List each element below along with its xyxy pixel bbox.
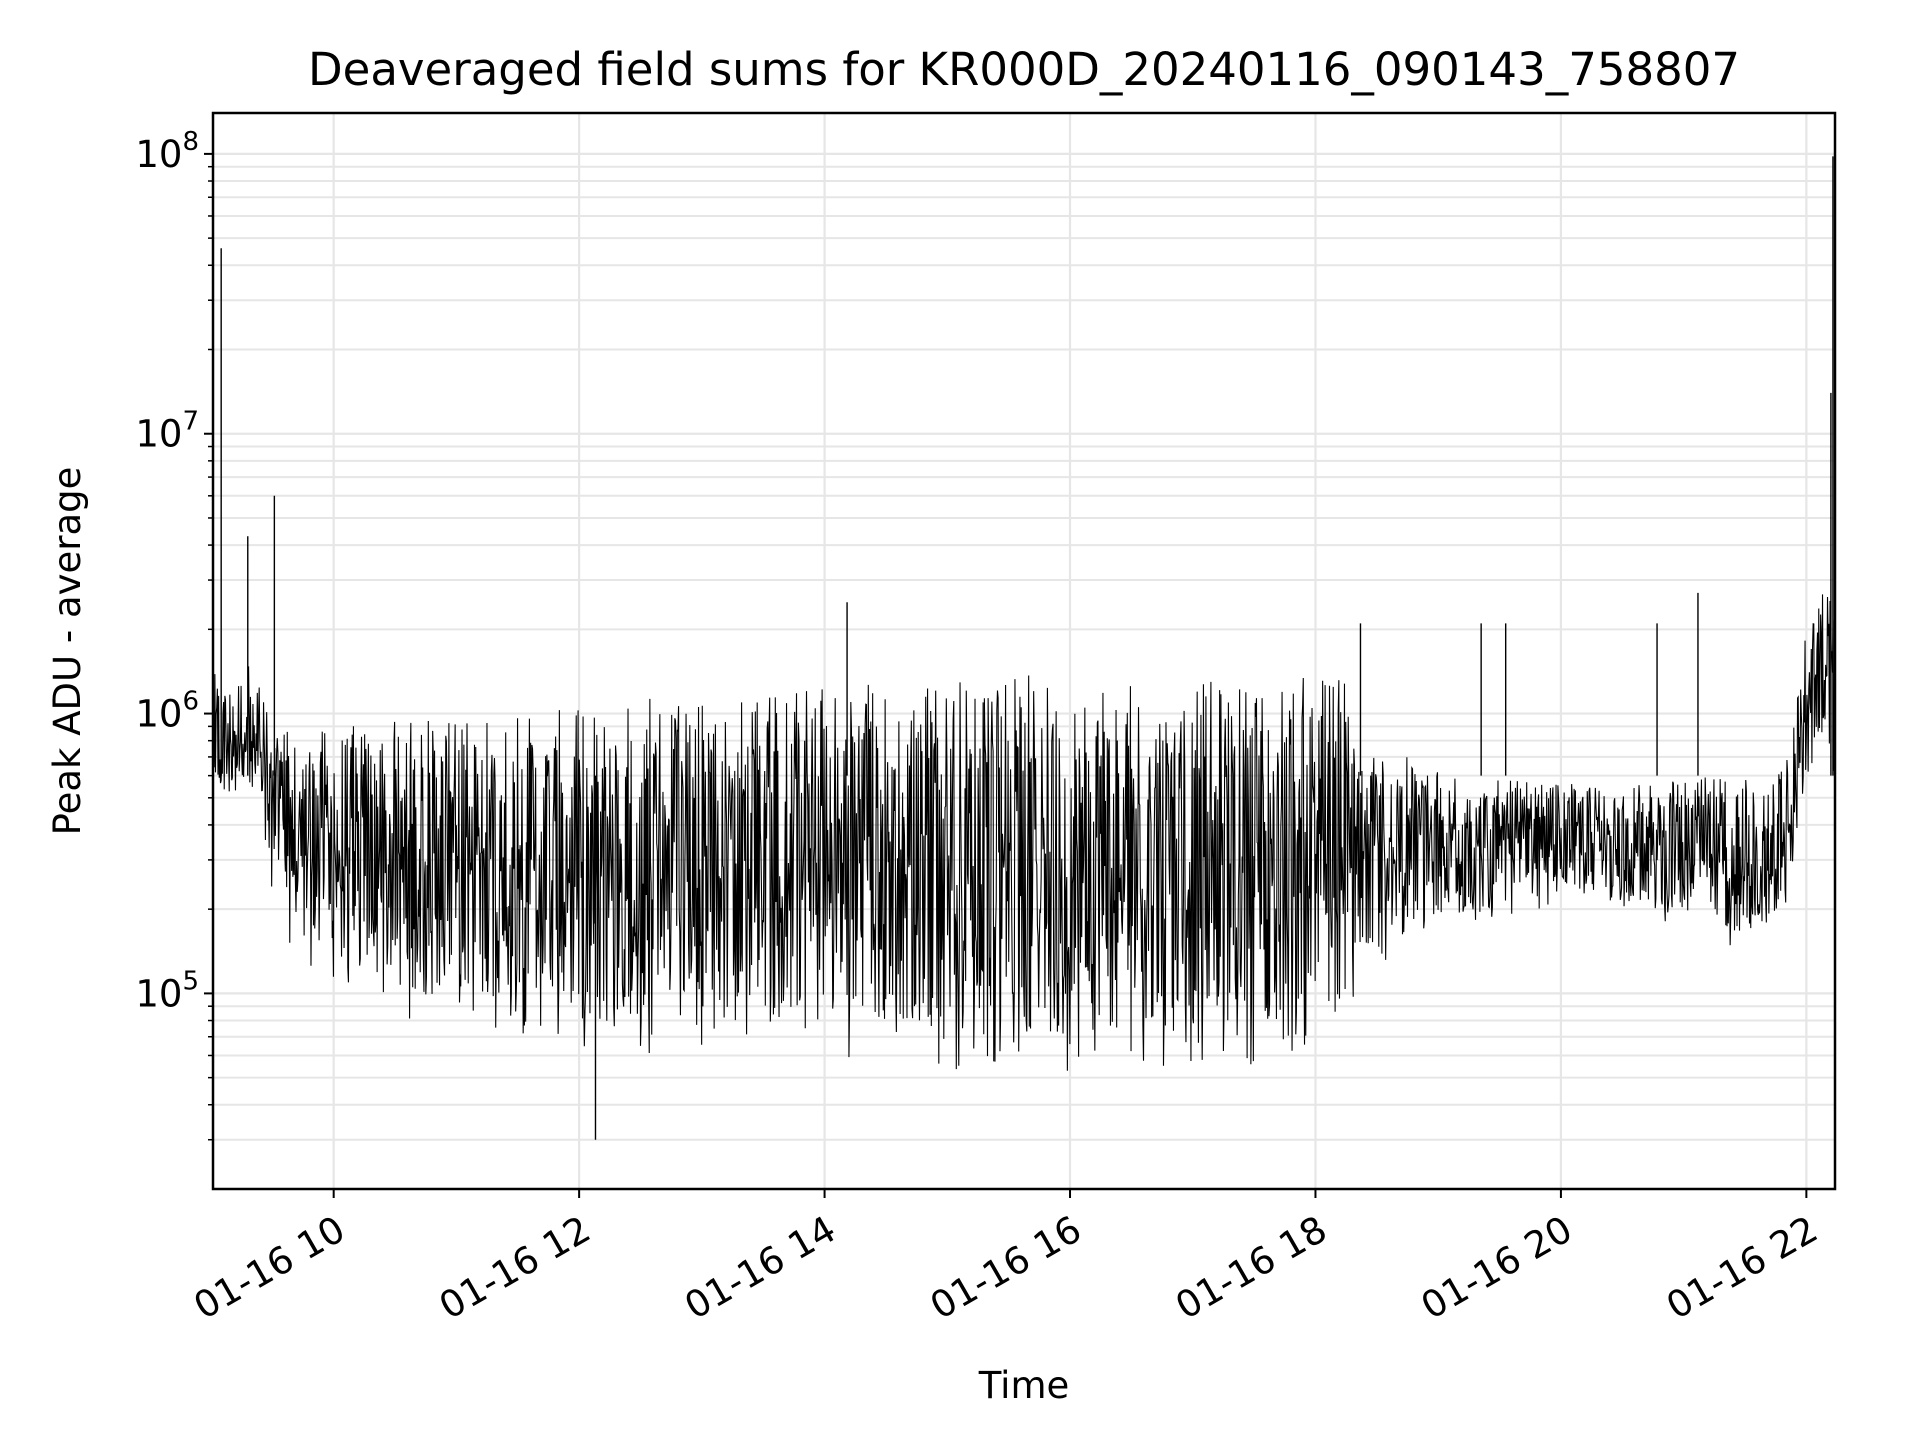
plot-frame: [211, 111, 1837, 1191]
y-axis-label: Peak ADU - average: [46, 467, 89, 836]
chart-title: Deaveraged field sums for KR000D_2024011…: [308, 43, 1740, 96]
series-line: [213, 594, 1835, 1071]
plot-area: [213, 156, 1835, 1140]
x-axis-label: Time: [978, 1364, 1070, 1407]
y-tick-label: 107: [135, 407, 199, 456]
y-tick-label: 106: [135, 687, 199, 736]
y-tick-label: 105: [135, 966, 199, 1015]
y-tick-label: 108: [135, 127, 199, 176]
